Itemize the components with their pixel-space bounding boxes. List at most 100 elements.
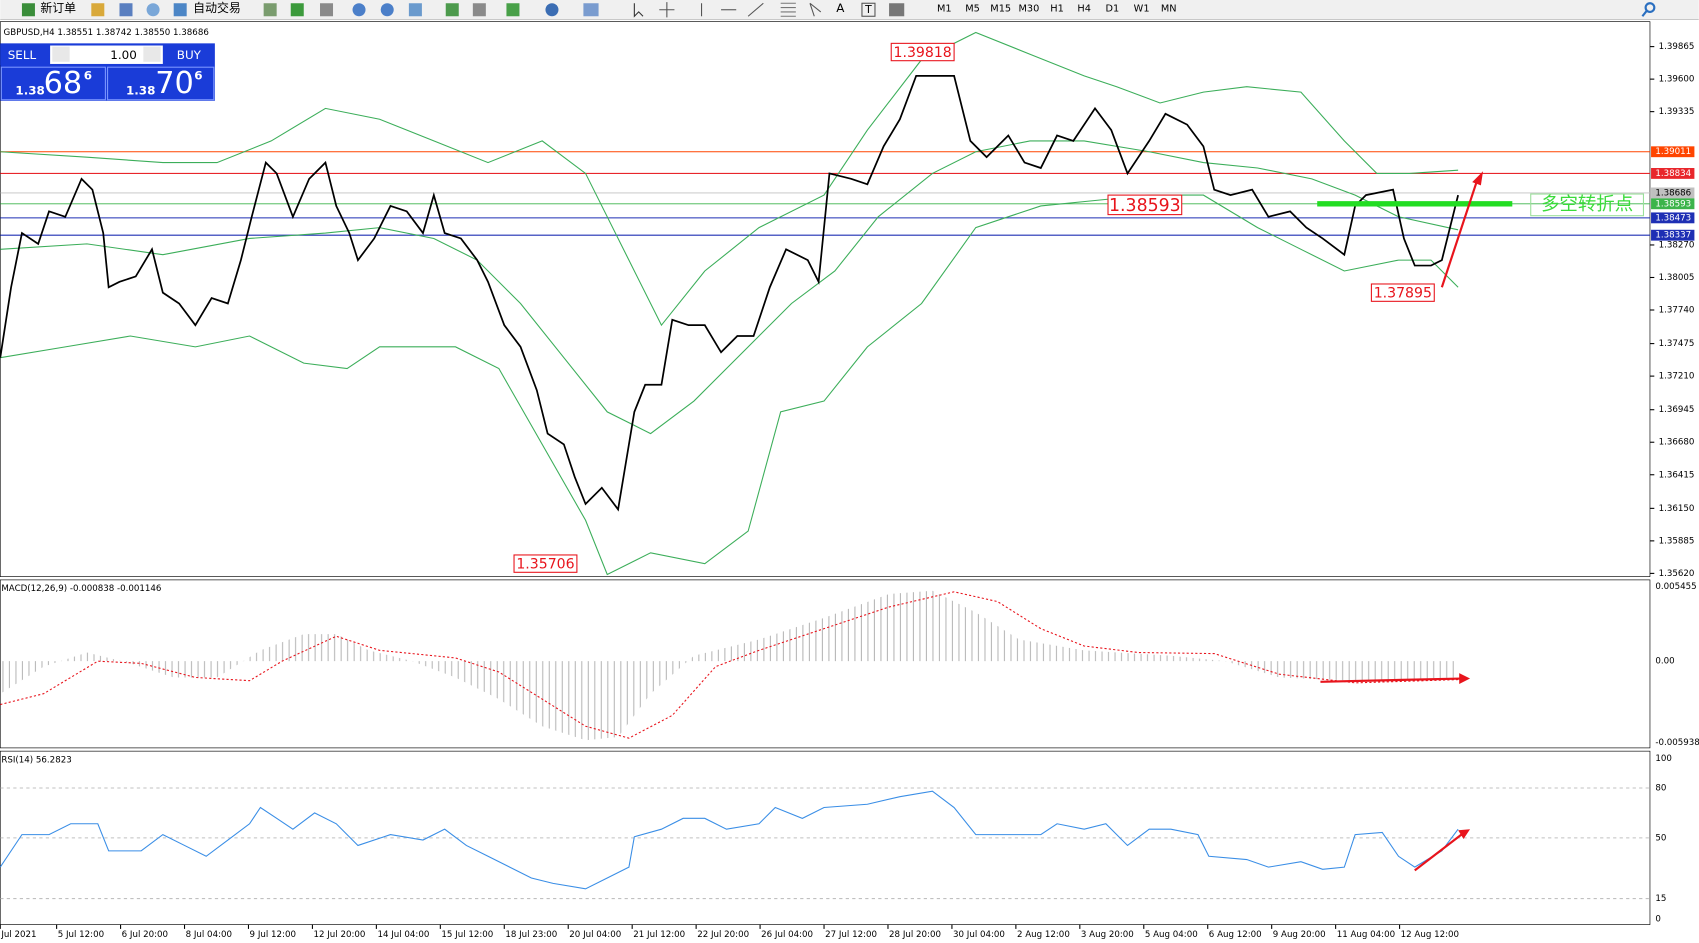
price-annotation: 1.37895 bbox=[1374, 286, 1432, 302]
timeframe-button[interactable]: M30 bbox=[1018, 4, 1039, 15]
macd-axis-label: 0.005455 bbox=[1655, 582, 1696, 592]
timeframe-button[interactable]: H1 bbox=[1050, 4, 1064, 15]
time-label: 3 Aug 20:00 bbox=[1081, 930, 1134, 940]
price-annotations: 1.39818 1.38593 1.37895 1.35706 bbox=[513, 42, 1435, 573]
rsi-axis-label: 100 bbox=[1655, 754, 1672, 764]
time-label: 9 Aug 20:00 bbox=[1273, 930, 1326, 940]
rsi-levels bbox=[0, 787, 1650, 900]
arrow-head bbox=[1458, 829, 1471, 839]
buy-price-main: 70 bbox=[155, 66, 194, 101]
price-label: 1.37210 bbox=[1659, 372, 1695, 382]
buy-price-prefix: 1.38 bbox=[126, 84, 155, 98]
rsi-axis-label: 50 bbox=[1655, 833, 1666, 843]
price-label: 1.36680 bbox=[1659, 438, 1695, 448]
sell-label[interactable]: SELL bbox=[8, 48, 37, 62]
rsi-label: RSI(14) 56.2823 bbox=[1, 755, 71, 765]
price-label: 1.38270 bbox=[1659, 240, 1695, 250]
time-label: 14 Jul 04:00 bbox=[377, 930, 429, 940]
price-level-tag bbox=[1651, 212, 1695, 224]
turning-point-note: 多空转折点 bbox=[1541, 194, 1633, 215]
price-label: 1.36945 bbox=[1659, 405, 1695, 415]
time-label: 22 Jul 20:00 bbox=[697, 930, 749, 940]
price-level-tag bbox=[1651, 168, 1695, 179]
price-level-tag bbox=[1651, 146, 1695, 158]
new-order-button[interactable]: 新订单 bbox=[40, 1, 76, 15]
macd-label: MACD(12,26,9) -0.000838 -0.001146 bbox=[1, 584, 161, 594]
price-label: 1.39600 bbox=[1659, 75, 1695, 85]
bollinger-bands bbox=[0, 31, 1459, 576]
price-label: 1.36415 bbox=[1659, 470, 1695, 480]
time-label: 27 Jul 12:00 bbox=[825, 930, 877, 940]
timeframe-button[interactable]: M15 bbox=[990, 4, 1011, 15]
timeframe-button[interactable]: M1 bbox=[937, 4, 952, 15]
price-label: 1.35885 bbox=[1659, 536, 1695, 546]
price-label: 1.39335 bbox=[1659, 107, 1695, 117]
price-label: 1.39865 bbox=[1659, 42, 1695, 52]
sell-price-button[interactable] bbox=[0, 66, 106, 101]
macd-axis-label: 0.00 bbox=[1655, 657, 1674, 667]
buy-price-pipette: 6 bbox=[194, 68, 202, 82]
price-label: 1.35620 bbox=[1659, 569, 1695, 579]
sell-price-prefix: 1.38 bbox=[15, 84, 44, 98]
arrow-head bbox=[1459, 673, 1471, 684]
time-label: 11 Aug 04:00 bbox=[1337, 930, 1395, 940]
auto-trading-button[interactable]: 自动交易 bbox=[193, 1, 241, 15]
time-label: 15 Jul 12:00 bbox=[441, 930, 493, 940]
time-label: 18 Jul 23:00 bbox=[505, 930, 557, 940]
annotation-box bbox=[890, 42, 955, 62]
text-tool[interactable]: A bbox=[836, 1, 845, 15]
time-label: 5 Aug 04:00 bbox=[1145, 930, 1198, 940]
timeframe-button[interactable]: M5 bbox=[965, 4, 980, 15]
time-label: 6 Aug 12:00 bbox=[1209, 930, 1262, 940]
rsi-arrow bbox=[1414, 833, 1463, 872]
time-label: 20 Jul 04:00 bbox=[569, 930, 621, 940]
price-level-tag bbox=[1651, 187, 1695, 199]
annotation-box bbox=[513, 554, 578, 573]
time-label: 28 Jul 20:00 bbox=[889, 930, 941, 940]
time-label: 12 Aug 12:00 bbox=[1401, 930, 1459, 940]
sell-price-pipette: 6 bbox=[84, 68, 92, 82]
timeframe-button[interactable]: H4 bbox=[1077, 4, 1091, 15]
one-click-trading bbox=[0, 43, 215, 101]
price-level-label: 1.39011 bbox=[1655, 147, 1691, 157]
axes: 1.39865 1.39600 1.39335 1.38270 1.38005 1.377… bbox=[0, 42, 1699, 940]
toolbar bbox=[0, 0, 1699, 20]
rsi-axis-label: 15 bbox=[1655, 894, 1666, 904]
price-path bbox=[0, 75, 1459, 512]
chart-header: GBPUSD,H4 1.38551 1.38742 1.38550 1.3868… bbox=[4, 28, 209, 38]
time-label: 26 Jul 04:00 bbox=[761, 930, 813, 940]
macd-signal bbox=[0, 591, 1459, 739]
trend-arrow bbox=[1440, 181, 1478, 288]
sell-button[interactable] bbox=[0, 44, 48, 66]
macd-axis-label: -0.005938 bbox=[1655, 738, 1699, 748]
label-tool[interactable]: T bbox=[864, 3, 872, 16]
timeframe-bar: M1 M5 M15 M30 H1 H4 D1 W1 MN bbox=[937, 4, 1177, 15]
timeframe-button[interactable]: W1 bbox=[1134, 4, 1150, 15]
timeframe-button[interactable]: D1 bbox=[1105, 4, 1119, 15]
rsi-axis-label: 0 bbox=[1655, 915, 1661, 925]
time-label: 8 Jul 04:00 bbox=[186, 930, 232, 940]
price-level-label: 1.38593 bbox=[1655, 199, 1691, 209]
annotation-box bbox=[1370, 283, 1435, 302]
price-annotation: 1.38593 bbox=[1109, 196, 1181, 216]
time-label: 6 Jul 20:00 bbox=[122, 930, 168, 940]
price-level-tag bbox=[1651, 198, 1695, 210]
timeframe-button[interactable]: MN bbox=[1161, 4, 1177, 15]
price-level-label: 1.38473 bbox=[1655, 213, 1691, 223]
annotation-box bbox=[1107, 194, 1183, 216]
price-level-tag bbox=[1651, 229, 1695, 241]
price-level-label: 1.38337 bbox=[1655, 231, 1691, 241]
price-level-label: 1.38834 bbox=[1655, 169, 1691, 179]
time-label: Jul 2021 bbox=[0, 930, 36, 940]
rsi-line bbox=[0, 790, 1459, 890]
buy-price-button[interactable] bbox=[107, 66, 215, 101]
buy-label[interactable]: BUY bbox=[177, 48, 202, 62]
note-box bbox=[1530, 193, 1645, 217]
price-label: 1.36150 bbox=[1659, 504, 1695, 514]
lot-input[interactable]: 1.00 bbox=[110, 48, 137, 62]
sell-price-main: 68 bbox=[44, 66, 83, 101]
price-label: 1.38005 bbox=[1659, 273, 1695, 283]
